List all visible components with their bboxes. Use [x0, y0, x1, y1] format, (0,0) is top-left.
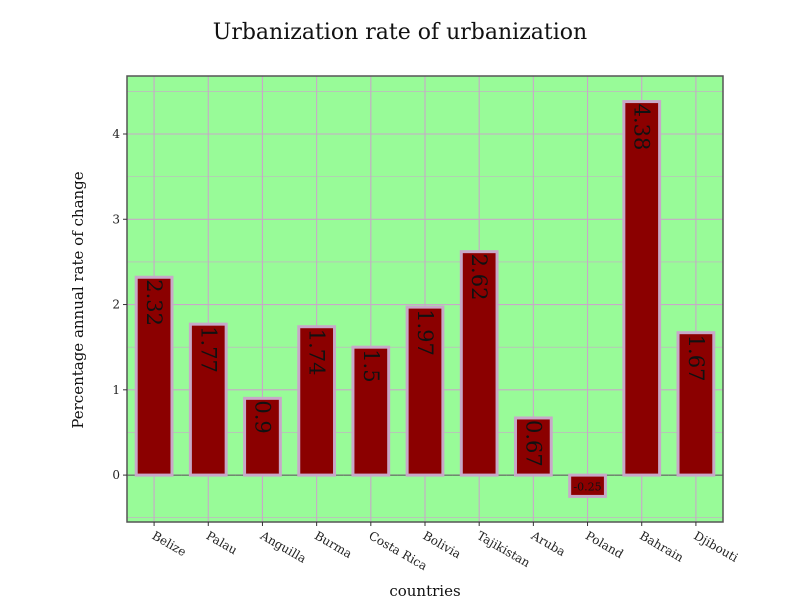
- chart-title: Urbanization rate of urbanization: [213, 20, 587, 45]
- bar: [513, 416, 553, 477]
- x-tick-label: Poland: [583, 528, 626, 561]
- y-tick-label: 0: [112, 468, 120, 482]
- data-label: 1.77: [196, 326, 220, 373]
- bar: [568, 473, 607, 498]
- bar: [188, 322, 228, 477]
- bar: [134, 275, 174, 477]
- y-axis-title: Percentage annual rate of change: [69, 171, 87, 428]
- data-label: 0.9: [250, 400, 274, 433]
- bar: [243, 396, 282, 477]
- data-label: 1.5: [359, 349, 383, 382]
- x-tick-label: Belize: [150, 528, 189, 559]
- data-label: 1.74: [305, 329, 329, 376]
- x-axis-title: countries: [389, 582, 460, 600]
- x-axis-ticks: Belize Palau Anguilla Burma Costa RicaBolivi…: [150, 522, 741, 573]
- data-label: 1.97: [413, 309, 437, 356]
- data-label: 2.32: [142, 279, 166, 326]
- x-tick-label: Tajikistan: [475, 528, 533, 570]
- y-tick-label: 2: [112, 298, 120, 312]
- bar: [676, 331, 716, 477]
- x-tick-label: Costa Rica: [366, 528, 429, 573]
- y-tick-label: 1: [112, 383, 120, 397]
- data-label: -0.25: [573, 480, 601, 493]
- data-label: 2.62: [467, 254, 491, 301]
- x-tick-label: Djibouti: [691, 528, 740, 564]
- y-axis-ticks: 0 1 2 3 4: [112, 127, 127, 482]
- data-label: 4.38: [630, 104, 654, 151]
- bar: [297, 325, 337, 477]
- y-tick-label: 3: [112, 212, 120, 226]
- bar: [351, 345, 391, 477]
- bar: [459, 250, 499, 477]
- y-tick-label: 4: [112, 127, 120, 141]
- x-tick-label: Bolivia: [421, 528, 464, 561]
- bar: [405, 305, 445, 477]
- plot-area: 2.32 1.77 0.9 1.74 1.5 1.97 2.62 0.67 -0.25 4.38 1…: [126, 75, 724, 523]
- x-tick-label: Palau: [204, 528, 240, 557]
- x-tick-label: Aruba: [528, 528, 568, 559]
- data-label: 0.67: [521, 420, 545, 467]
- x-tick-label: Bahrain: [637, 528, 686, 564]
- bar: [622, 100, 662, 477]
- x-tick-label: Anguilla: [257, 528, 309, 566]
- x-tick-label: Burma: [312, 528, 354, 561]
- data-label: 1.67: [684, 335, 708, 382]
